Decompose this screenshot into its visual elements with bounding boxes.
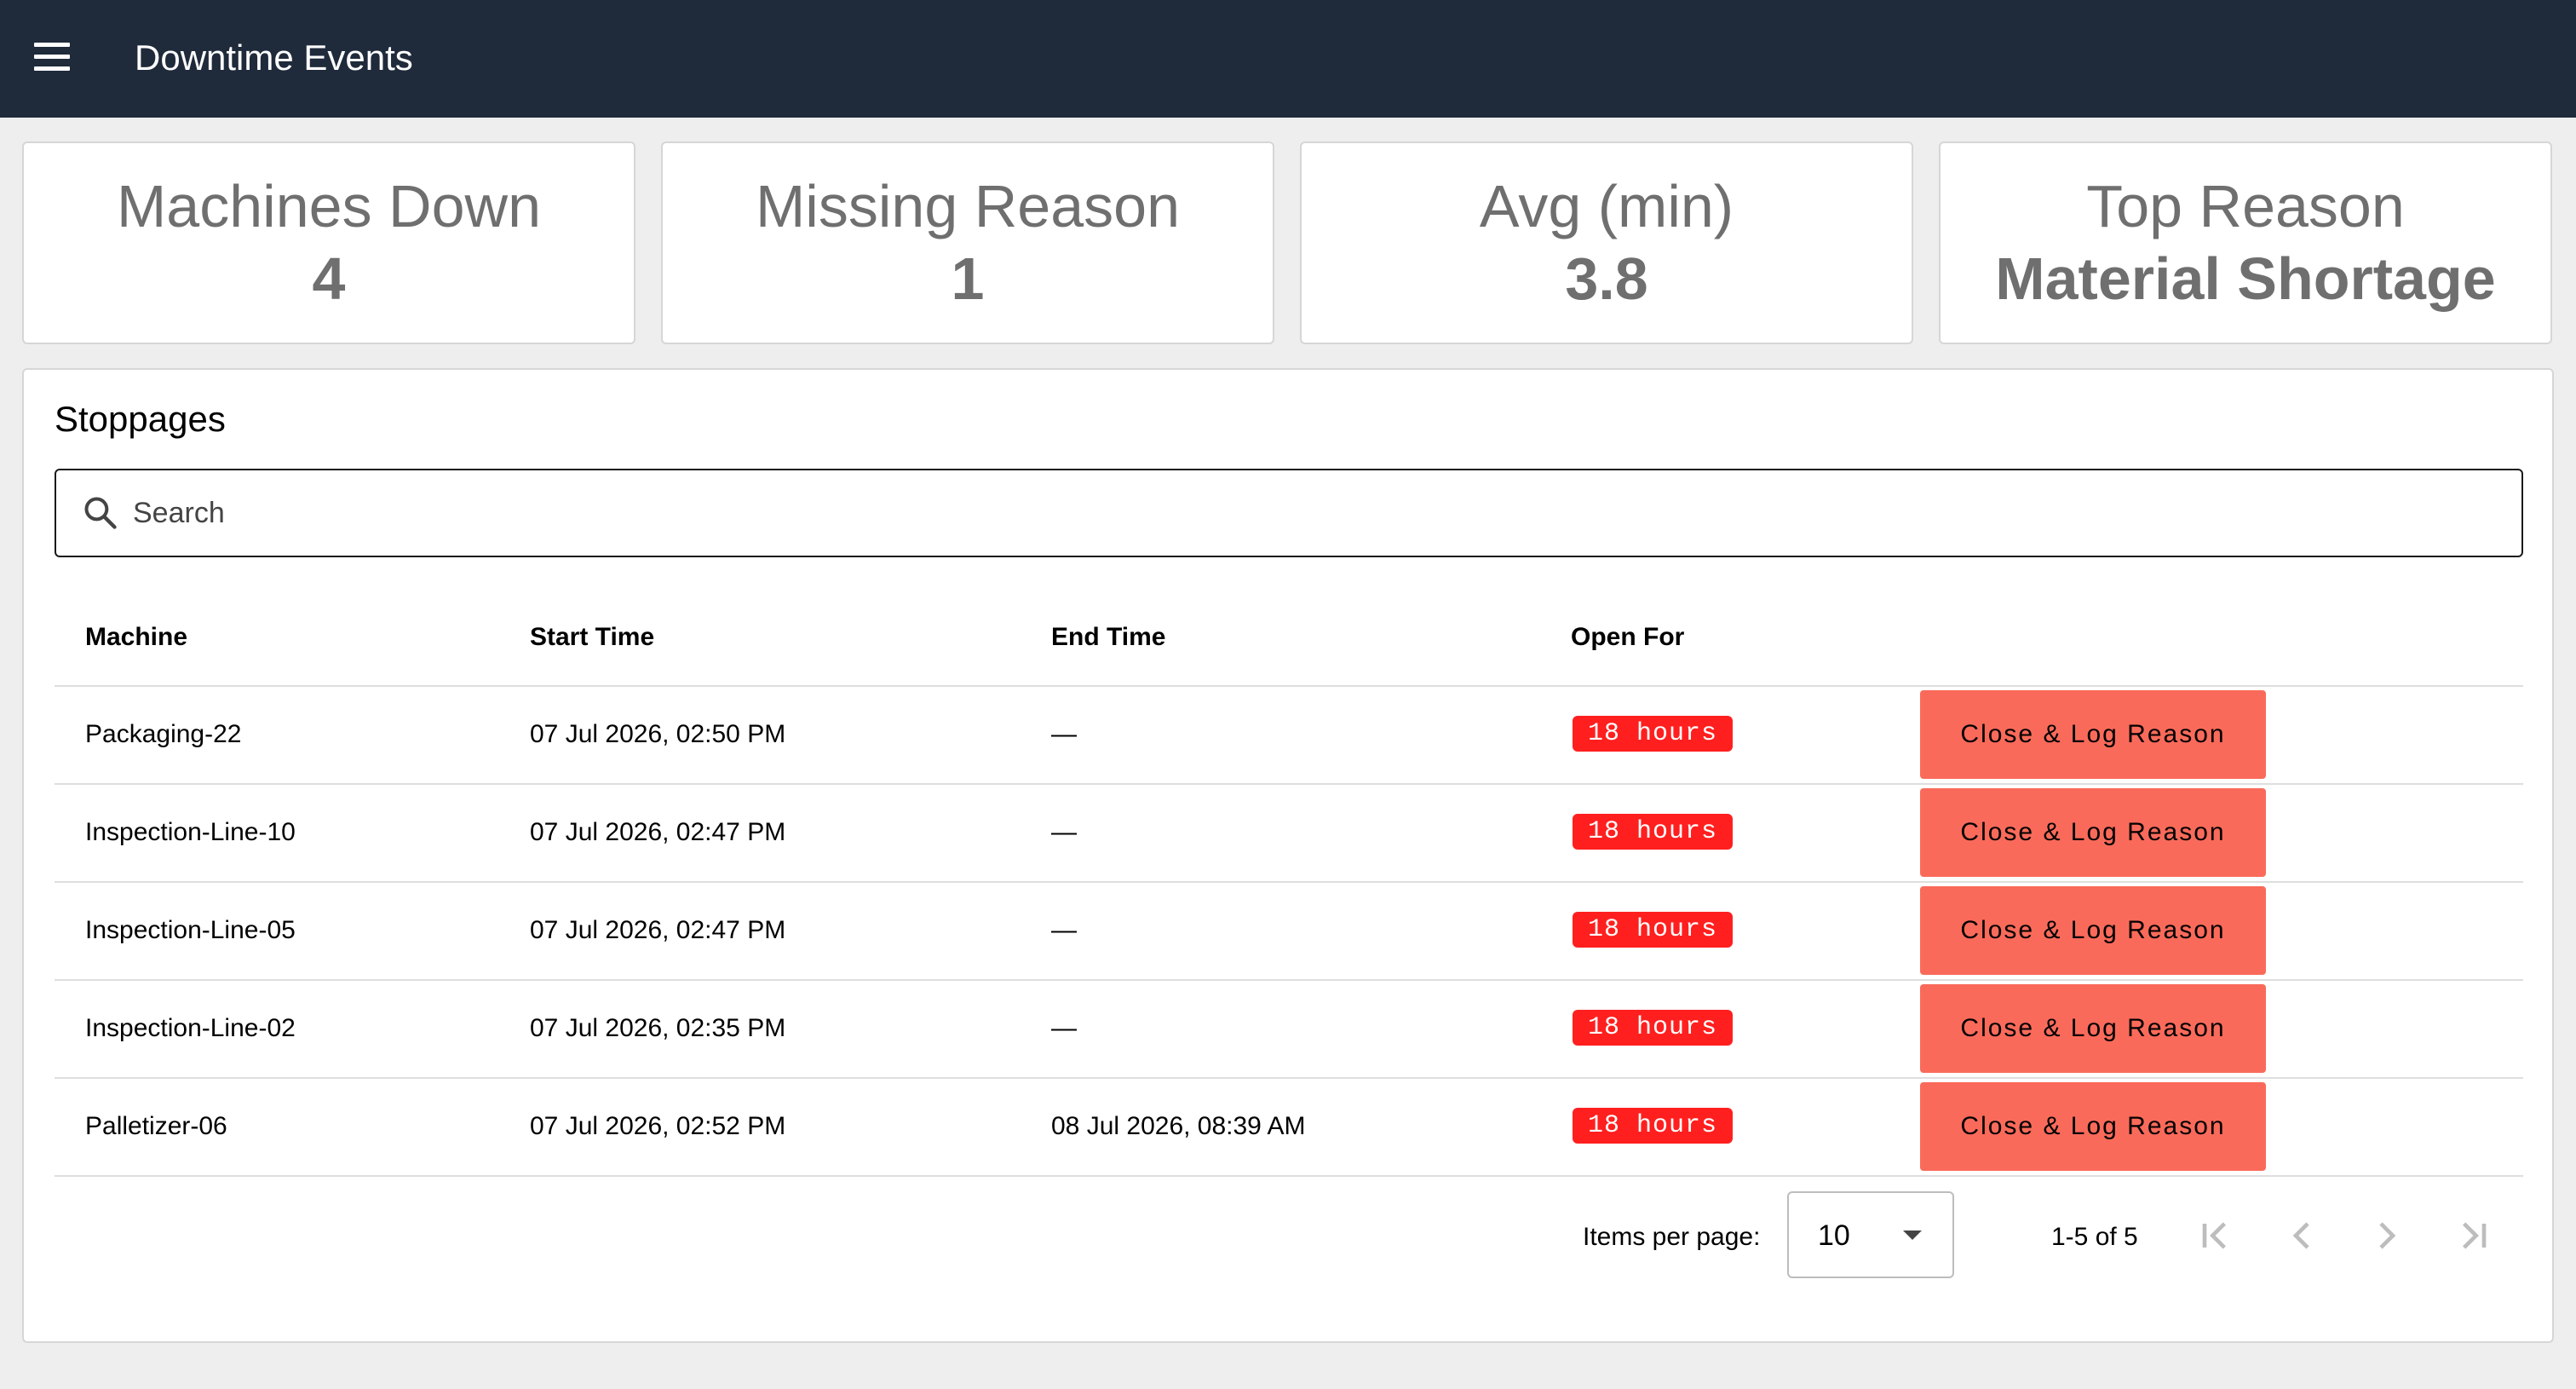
paginator: Items per page: 10 1-5 of 5 — [24, 1188, 2552, 1282]
next-page-icon[interactable] — [2363, 1212, 2411, 1259]
kpi-label: Top Reason — [2086, 173, 2405, 239]
machine-cell: Inspection-Line-10 — [85, 818, 296, 846]
table-row: Packaging-22 07 Jul 2026, 02:50 PM — 18 … — [55, 687, 2523, 785]
column-header-machine[interactable]: Machine — [85, 623, 188, 651]
close-log-reason-button[interactable]: Close & Log Reason — [1920, 886, 2266, 975]
stoppages-card: Stoppages Machine Start Time End Time Op… — [22, 368, 2554, 1343]
end-time-cell: — — [1051, 916, 1077, 944]
end-time-cell: — — [1051, 1014, 1077, 1042]
items-per-page-select[interactable]: 10 — [1787, 1191, 1954, 1278]
end-time-cell: — — [1051, 818, 1077, 846]
start-time-cell: 07 Jul 2026, 02:52 PM — [530, 1112, 786, 1140]
start-time-cell: 07 Jul 2026, 02:47 PM — [530, 916, 786, 944]
start-time-cell: 07 Jul 2026, 02:50 PM — [530, 720, 786, 748]
machine-cell: Palletizer-06 — [85, 1112, 227, 1140]
kpi-card-missing-reason: Missing Reason 1 — [661, 141, 1274, 344]
range-label: 1-5 of 5 — [2051, 1223, 2138, 1251]
kpi-value: 1 — [951, 245, 985, 312]
kpi-card-avg-min: Avg (min) 3.8 — [1300, 141, 1913, 344]
kpi-value: Material Shortage — [1995, 245, 2496, 312]
table-row: Inspection-Line-05 07 Jul 2026, 02:47 PM… — [55, 883, 2523, 981]
top-toolbar: Downtime Events — [0, 0, 2576, 118]
stoppages-table: Machine Start Time End Time Open For Pac… — [55, 586, 2523, 1177]
kpi-card-top-reason: Top Reason Material Shortage — [1939, 141, 2552, 344]
kpi-label: Missing Reason — [756, 173, 1180, 239]
table-row: Inspection-Line-02 07 Jul 2026, 02:35 PM… — [55, 981, 2523, 1079]
kpi-label: Avg (min) — [1479, 173, 1734, 239]
open-for-badge: 18 hours — [1573, 716, 1734, 752]
section-title: Stoppages — [55, 399, 226, 439]
close-log-reason-button[interactable]: Close & Log Reason — [1920, 984, 2266, 1073]
start-time-cell: 07 Jul 2026, 02:47 PM — [530, 818, 786, 846]
close-log-reason-button[interactable]: Close & Log Reason — [1920, 690, 2266, 779]
close-log-reason-button[interactable]: Close & Log Reason — [1920, 1082, 2266, 1171]
machine-cell: Packaging-22 — [85, 720, 242, 748]
table-header: Machine Start Time End Time Open For — [55, 586, 2523, 687]
open-for-badge: 18 hours — [1573, 1010, 1734, 1046]
start-time-cell: 07 Jul 2026, 02:35 PM — [530, 1014, 786, 1042]
machine-cell: Inspection-Line-05 — [85, 916, 296, 944]
table-row: Palletizer-06 07 Jul 2026, 02:52 PM 08 J… — [55, 1079, 2523, 1177]
first-page-icon[interactable] — [2193, 1212, 2240, 1259]
menu-icon[interactable] — [34, 43, 72, 73]
page-title: Downtime Events — [135, 37, 413, 78]
items-per-page-value: 10 — [1818, 1219, 1850, 1252]
column-header-start-time[interactable]: Start Time — [530, 623, 655, 651]
open-for-badge: 18 hours — [1573, 814, 1734, 850]
kpi-value: 3.8 — [1565, 245, 1648, 312]
kpi-value: 4 — [312, 245, 346, 312]
open-for-badge: 18 hours — [1573, 1108, 1734, 1144]
column-header-end-time[interactable]: End Time — [1051, 623, 1166, 651]
kpi-card-machines-down: Machines Down 4 — [22, 141, 635, 344]
open-for-badge: 18 hours — [1573, 912, 1734, 948]
machine-cell: Inspection-Line-02 — [85, 1014, 296, 1042]
close-log-reason-button[interactable]: Close & Log Reason — [1920, 788, 2266, 877]
dropdown-arrow-icon — [1903, 1231, 1922, 1240]
search-field[interactable] — [55, 469, 2523, 557]
search-input[interactable] — [133, 487, 2501, 539]
items-per-page-label: Items per page: — [1583, 1223, 1761, 1251]
end-time-cell: — — [1051, 720, 1077, 748]
end-time-cell: 08 Jul 2026, 08:39 AM — [1051, 1112, 1306, 1140]
kpi-label: Machines Down — [117, 173, 541, 239]
column-header-open-for[interactable]: Open For — [1571, 623, 1685, 651]
previous-page-icon[interactable] — [2278, 1212, 2326, 1259]
last-page-icon[interactable] — [2448, 1212, 2496, 1259]
table-row: Inspection-Line-10 07 Jul 2026, 02:47 PM… — [55, 785, 2523, 883]
search-icon — [84, 497, 117, 529]
